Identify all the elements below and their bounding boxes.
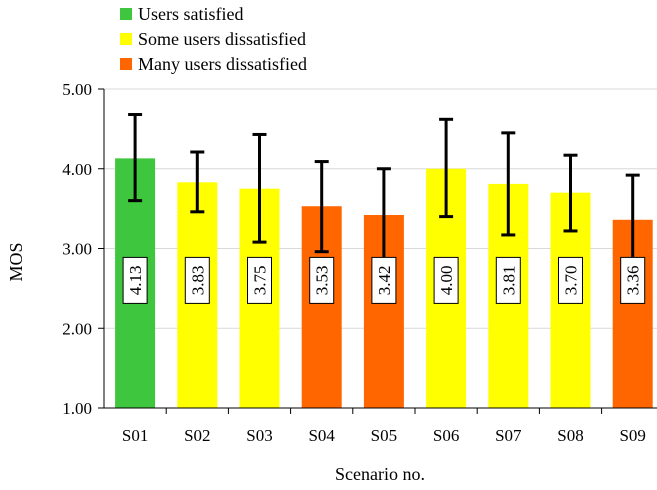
- data-label-text: 3.75: [251, 266, 270, 296]
- data-label-text: 3.36: [624, 266, 643, 296]
- data-label-S09: 3.36: [620, 256, 646, 304]
- data-label-box: [184, 256, 210, 304]
- y-tick-label-3.00: 3.00: [62, 240, 92, 259]
- x-tick-label-S04: S04: [308, 426, 335, 445]
- y-tick-label-1.00: 1.00: [62, 399, 92, 418]
- data-label-box: [495, 256, 521, 304]
- data-label-S03: 3.75: [247, 256, 272, 304]
- data-label-S06: 4.00: [433, 256, 459, 304]
- y-axis-title: MOS: [6, 242, 26, 281]
- legend-swatch-2: [120, 33, 132, 45]
- x-axis-title: Scenario no.: [335, 464, 425, 484]
- data-label-box: [433, 256, 459, 304]
- data-label-box: [122, 256, 148, 304]
- data-label-text: 3.70: [562, 266, 581, 296]
- y-tick-label-5.00: 5.00: [62, 80, 92, 99]
- data-label-S02: 3.83: [184, 256, 210, 304]
- x-tick-label-S01: S01: [122, 426, 148, 445]
- data-label-box: [371, 256, 397, 304]
- legend-swatch-1: [120, 8, 132, 20]
- x-tick-label-S07: S07: [495, 426, 522, 445]
- y-tick-labels: 1.00 2.00 3.00 4.00 5.00: [62, 80, 104, 418]
- legend: Users satisfied Some users dissatisfied Ma…: [120, 4, 307, 74]
- x-tick-label-S05: S05: [371, 426, 397, 445]
- legend-label-3: Many users dissatisfied: [138, 54, 307, 74]
- data-label-text: 3.53: [313, 266, 332, 296]
- legend-label-2: Some users dissatisfied: [138, 29, 306, 49]
- data-label-box: [620, 256, 646, 304]
- error-bars: [128, 113, 640, 266]
- x-tick-label-S09: S09: [619, 426, 645, 445]
- legend-swatch-3: [120, 58, 132, 70]
- data-label-box: [247, 256, 272, 304]
- data-label-text: 4.13: [126, 266, 145, 296]
- data-labels: 4.13 3.83 3.75 3.53 3.42 4.00 3.81 3.70 3.36: [122, 256, 646, 304]
- data-label-S01: 4.13: [122, 256, 148, 304]
- data-label-S04: 3.53: [309, 256, 335, 304]
- x-tick-label-S08: S08: [557, 426, 583, 445]
- data-label-text: 3.81: [499, 266, 518, 296]
- x-tick-label-S06: S06: [433, 426, 459, 445]
- data-label-S08: 3.70: [558, 256, 583, 304]
- data-label-S07: 3.81: [495, 256, 521, 304]
- data-label-S05: 3.42: [371, 256, 397, 304]
- data-label-box: [309, 256, 335, 304]
- x-tick-label-S02: S02: [184, 426, 210, 445]
- data-label-text: 3.83: [188, 266, 207, 296]
- data-label-text: 4.00: [437, 266, 456, 296]
- y-tick-label-4.00: 4.00: [62, 160, 92, 179]
- x-tick-label-S03: S03: [246, 426, 272, 445]
- x-tick-labels: S01 S02 S03 S04 S05 S06 S07 S08 S09: [122, 408, 646, 445]
- y-tick-label-2.00: 2.00: [62, 319, 92, 338]
- legend-label-1: Users satisfied: [138, 4, 243, 24]
- data-label-box: [558, 256, 583, 304]
- data-label-text: 3.42: [375, 266, 394, 296]
